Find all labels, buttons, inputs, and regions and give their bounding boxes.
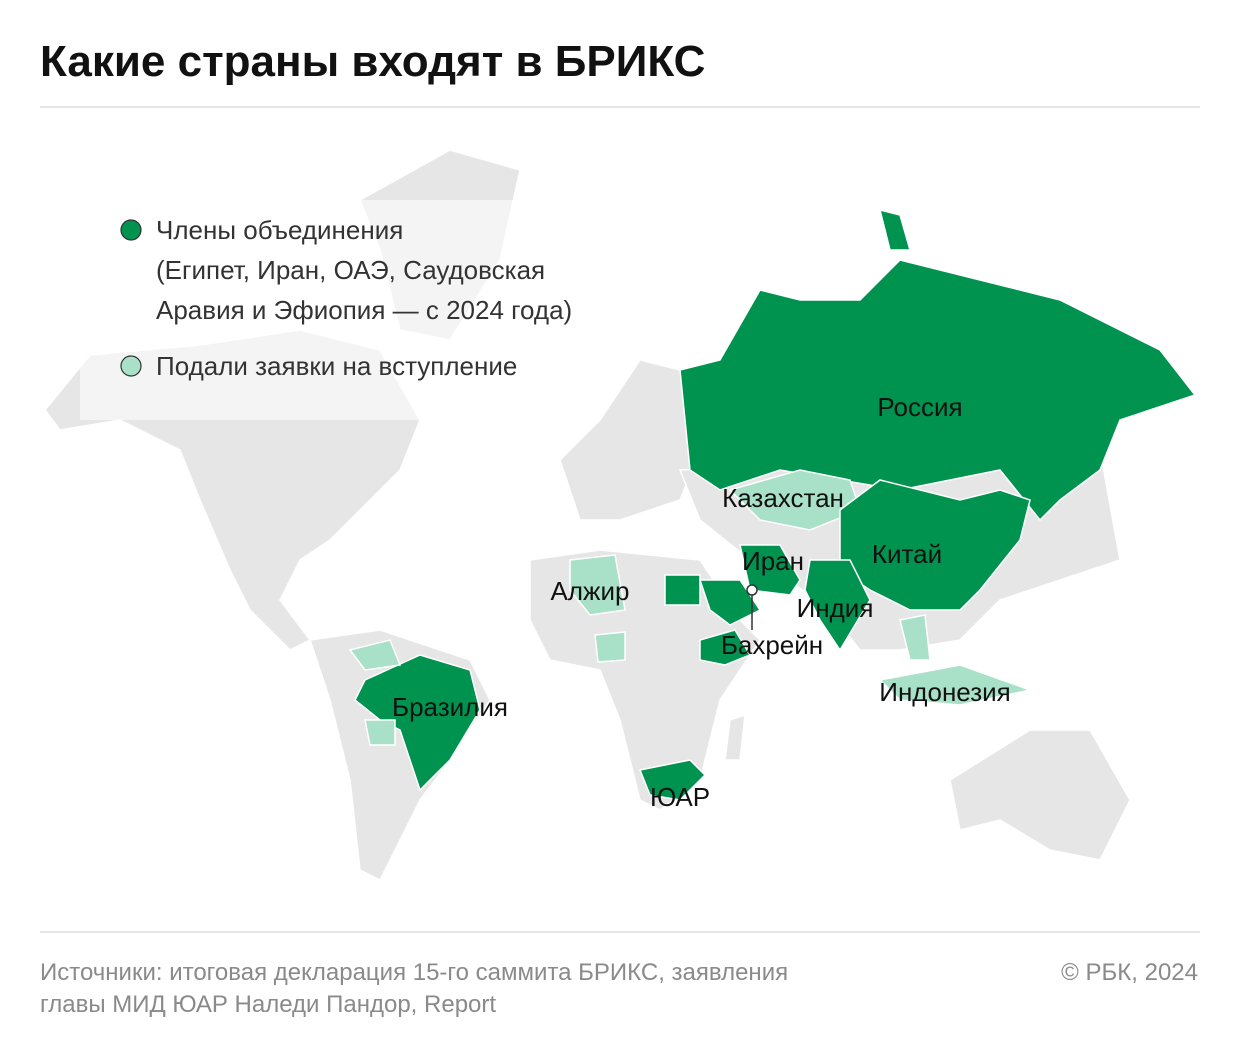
legend-text: Аравия и Эфиопия — с 2024 года) [156,295,572,325]
country-label: Алжир [551,576,630,606]
ethiopia [699,629,752,666]
indonesia [878,664,1033,706]
madagascar [724,713,746,761]
australia [949,729,1131,861]
india [804,559,871,652]
country-label: Казахстан [722,483,844,513]
china [839,479,1031,611]
footer: Источники: итоговая декларация 15-го сам… [40,959,1198,1018]
country-label: Китай [872,539,942,569]
country-label: Россия [877,392,962,422]
iran [739,544,801,596]
legend-text: Подали заявки на вступление [156,351,517,381]
nigeria [594,631,626,663]
country-labels: Россия Казахстан Китай Иран Алжир Индия Бахрей… [392,392,1011,812]
south-africa [638,759,707,801]
egypt [664,574,701,606]
bahrain-marker [746,584,758,596]
country-label: Иран [742,546,804,576]
legend-backdrop [80,200,600,420]
bolivia [364,719,396,746]
copyright: © РБК, 2024 [1061,959,1198,986]
source: Источники: итоговая декларация 15-го сам… [40,959,788,986]
country-label: Бахрейн [721,630,823,660]
country-label: ЮАР [650,782,710,812]
title: Какие страны входят в БРИКС [40,37,705,86]
venezuela [348,639,402,671]
map [44,149,1197,882]
legend: Члены объединения (Египет, Иран, ОАЭ, Сау… [120,215,572,381]
country-label: Бразилия [392,692,508,722]
country-label: Индонезия [879,677,1010,707]
saudi-arabia [698,579,762,626]
country-label: Индия [797,593,874,623]
source: главы МИД ЮАР Наледи Пандор, Report [40,991,496,1018]
algeria [569,554,626,616]
legend-text: (Египет, Иран, ОАЭ, Саудовская [156,255,545,285]
brazil [354,654,481,792]
legend-text: Члены объединения [156,215,403,245]
legend-swatch [120,355,142,377]
legend-swatch [120,219,142,241]
southeast-asia [899,614,931,661]
novaya-zemlya [878,208,911,251]
